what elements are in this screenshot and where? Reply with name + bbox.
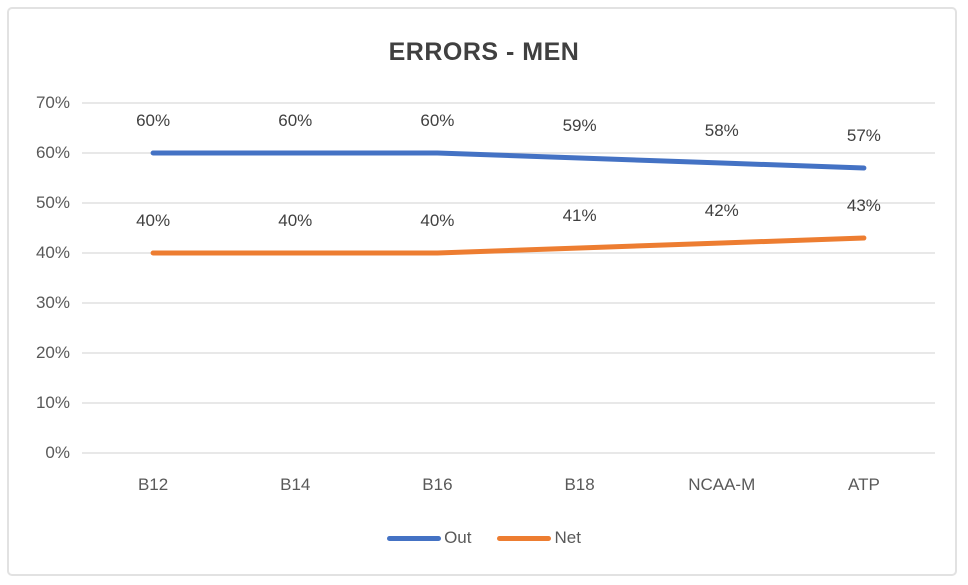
x-axis-category-label: B12 — [137, 475, 169, 494]
x-axis-category-label: B16 — [422, 475, 453, 494]
x-axis-category-label: NCAA-M — [688, 475, 756, 494]
y-axis-tick-label: 20% — [35, 343, 70, 362]
y-axis-tick-label: 40% — [35, 243, 70, 262]
data-label-out: 59% — [562, 116, 597, 135]
y-axis-tick-label: 50% — [35, 193, 70, 212]
x-axis-category-label: B14 — [280, 475, 311, 494]
y-axis-tick-label: 70% — [35, 93, 70, 112]
data-label-net: 43% — [846, 196, 881, 215]
data-label-out: 60% — [420, 111, 455, 130]
x-axis-category-label: B18 — [564, 475, 595, 494]
legend-line-swatch-net — [497, 535, 552, 541]
data-label-out: 60% — [136, 111, 171, 130]
y-axis-tick-label: 60% — [35, 143, 70, 162]
chart-title: ERRORS - MEN — [388, 38, 580, 66]
chart-frame-border — [7, 7, 957, 576]
data-label-out: 57% — [846, 126, 881, 145]
data-label-net: 40% — [278, 211, 313, 230]
data-label-net: 40% — [136, 211, 171, 230]
data-label-out: 60% — [278, 111, 313, 130]
data-label-out: 58% — [704, 121, 739, 140]
legend-label: Net — [554, 528, 581, 547]
series-line-out — [150, 150, 867, 171]
legend-item-net: Net — [497, 528, 581, 548]
y-axis-tick-label: 0% — [45, 443, 70, 462]
y-axis-tick-label: 30% — [35, 293, 70, 312]
series-line-net — [150, 235, 867, 256]
data-label-net: 41% — [562, 206, 597, 225]
legend: Out Net — [0, 528, 968, 548]
legend-line-swatch-out — [387, 535, 442, 541]
legend-item-out: Out — [387, 528, 471, 548]
x-axis-category-label: ATP — [848, 475, 880, 494]
data-label-net: 42% — [704, 201, 739, 220]
legend-label: Out — [444, 528, 472, 547]
data-label-net: 40% — [420, 211, 455, 230]
y-axis-tick-label: 10% — [35, 393, 70, 412]
